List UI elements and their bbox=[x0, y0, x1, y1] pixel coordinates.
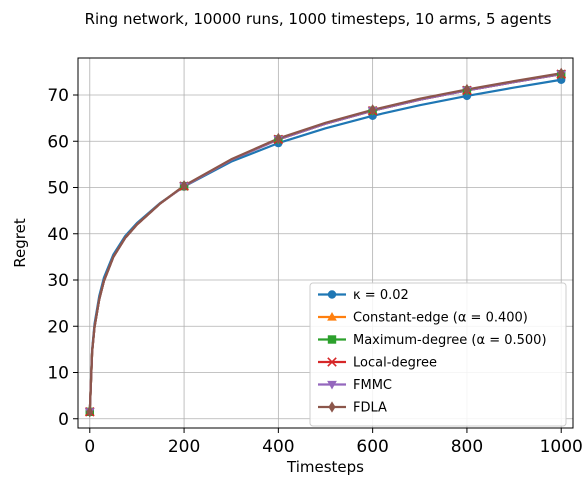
y-tick-label: 70 bbox=[47, 86, 69, 106]
x-axis-ticks: 0 200 400 600 800 1000 bbox=[84, 428, 583, 457]
legend-label: Constant-edge (α = 0.400) bbox=[353, 311, 528, 326]
chart-title: Ring network, 10000 runs, 1000 timesteps… bbox=[85, 10, 552, 28]
y-tick-label: 20 bbox=[47, 317, 69, 337]
legend-label: FMMC bbox=[353, 378, 392, 393]
legend-label: Local-degree bbox=[353, 356, 437, 371]
data-point bbox=[463, 83, 471, 96]
data-point bbox=[369, 104, 377, 116]
legend-marker bbox=[327, 290, 337, 299]
x-tick-label: 400 bbox=[262, 437, 294, 457]
series-line-6 bbox=[88, 72, 562, 412]
data-point bbox=[557, 67, 565, 79]
legend-marker bbox=[327, 335, 337, 344]
x-axis-label: Timesteps bbox=[286, 458, 364, 476]
y-axis-ticks: 0 10 20 30 40 50 60 70 bbox=[47, 86, 78, 430]
y-tick-label: 0 bbox=[58, 410, 69, 430]
legend-marker bbox=[328, 401, 336, 413]
x-tick-label: 1000 bbox=[540, 437, 583, 457]
y-axis-label: Regret bbox=[11, 218, 29, 268]
y-tick-label: 10 bbox=[47, 364, 69, 384]
y-tick-label: 50 bbox=[47, 179, 69, 199]
data-point bbox=[180, 179, 188, 192]
legend-label: κ = 0.02 bbox=[353, 288, 409, 303]
x-tick-label: 200 bbox=[168, 437, 200, 457]
series-lines bbox=[88, 72, 562, 412]
legend-marker bbox=[327, 357, 337, 367]
x-tick-label: 0 bbox=[84, 437, 95, 457]
y-tick-label: 40 bbox=[47, 225, 69, 245]
legend: κ = 0.02 Constant-edge (α = 0.400) Maximum… bbox=[309, 282, 567, 427]
legend-label: Maximum-degree (α = 0.500) bbox=[353, 333, 547, 348]
legend-marker bbox=[327, 311, 337, 321]
y-tick-label: 60 bbox=[47, 132, 69, 152]
y-tick-label: 30 bbox=[47, 271, 69, 291]
grid bbox=[78, 58, 573, 428]
plot-frame bbox=[77, 57, 574, 429]
data-point bbox=[86, 406, 94, 418]
legend-marker bbox=[327, 380, 337, 390]
x-tick-label: 600 bbox=[356, 437, 388, 457]
legend-box bbox=[309, 282, 567, 427]
legend-label: FDLA bbox=[353, 401, 387, 416]
series-markers bbox=[84, 67, 567, 418]
data-point bbox=[274, 132, 282, 145]
x-tick-label: 800 bbox=[451, 437, 483, 457]
